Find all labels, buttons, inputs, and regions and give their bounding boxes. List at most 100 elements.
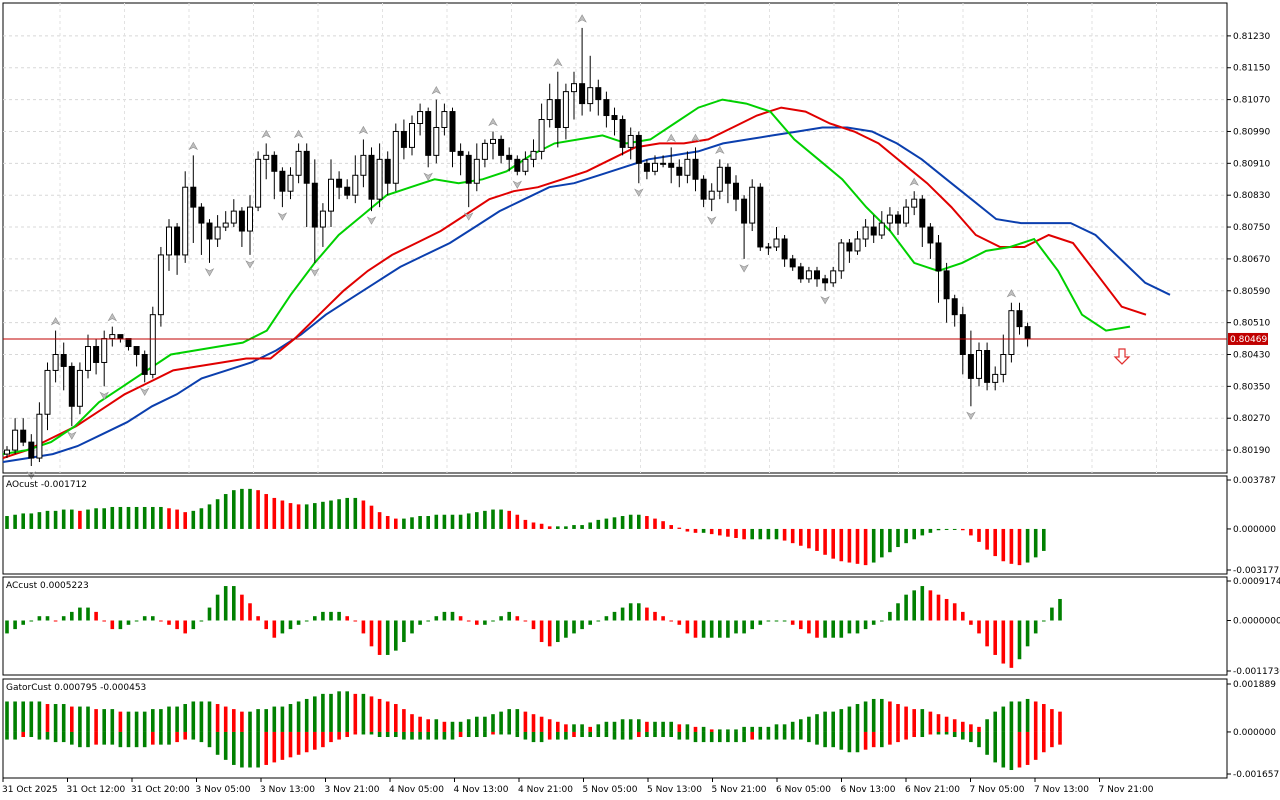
ac-indicator-panel[interactable]: ACcust 0.0005223 0.0009174 0.0000000 -0.00… xyxy=(2,576,1280,677)
histogram-bar-down xyxy=(402,709,406,732)
histogram-bar-up xyxy=(1025,698,1030,732)
histogram-bar-up xyxy=(402,620,406,643)
fractal-down-icon xyxy=(739,264,749,273)
histogram-bar-up xyxy=(952,528,957,530)
histogram-bar-up xyxy=(118,620,123,630)
histogram-bar-up xyxy=(782,724,787,732)
histogram-bar-up xyxy=(78,731,82,748)
histogram-bar-down xyxy=(78,510,82,529)
time-tick-label: 6 Nov 21:00 xyxy=(905,785,960,795)
time-tick-label: 4 Nov 21:00 xyxy=(518,785,573,795)
histogram-bar-up xyxy=(377,731,382,738)
histogram-bar-up xyxy=(766,726,771,732)
gator-indicator-title: GatorCust 0.000795 -0.000453 xyxy=(6,683,146,693)
bearish-candle xyxy=(959,314,966,356)
histogram-bar-down xyxy=(264,620,268,630)
bullish-candle xyxy=(862,226,869,240)
histogram-bar-down xyxy=(912,731,916,738)
histogram-bar-down xyxy=(1033,701,1038,732)
histogram-bar-down xyxy=(321,731,325,748)
histogram-bar-down xyxy=(588,726,592,732)
histogram-bar-down xyxy=(896,704,900,732)
histogram-bar-up xyxy=(628,719,633,732)
bullish-candle xyxy=(530,150,537,160)
histogram-bar-down xyxy=(345,616,349,621)
histogram-bar-up xyxy=(13,731,17,740)
histogram-bar-up xyxy=(718,729,722,732)
bearish-candle xyxy=(984,350,991,383)
histogram-bar-up xyxy=(288,704,293,732)
histogram-bar-up xyxy=(499,616,503,621)
indicator-tick-label: -0.001657 xyxy=(1233,770,1279,780)
histogram-bar-up xyxy=(402,518,406,529)
histogram-bar-up xyxy=(742,731,746,743)
histogram-bar-down xyxy=(904,706,908,732)
gator-indicator-panel[interactable]: GatorCust 0.000795 -0.000453 0.0018890.0… xyxy=(2,678,1279,780)
histogram-bar-up xyxy=(134,506,139,529)
bearish-candle xyxy=(846,242,853,252)
histogram-bar-up xyxy=(191,731,196,740)
time-tick-label: 7 Nov 21:00 xyxy=(1099,785,1154,795)
histogram-bar-up xyxy=(572,525,576,529)
histogram-bar-up xyxy=(701,726,706,732)
histogram-bar-up xyxy=(628,731,633,740)
histogram-bar-up xyxy=(734,620,738,634)
bearish-candle xyxy=(28,441,35,459)
bullish-candle xyxy=(886,214,893,224)
histogram-bar-up xyxy=(458,514,463,529)
histogram-bar-down xyxy=(21,731,25,738)
bearish-candle xyxy=(668,162,675,168)
histogram-bar-down xyxy=(296,504,301,529)
fractal-up-icon xyxy=(1006,289,1017,298)
histogram-bar-up xyxy=(475,716,479,732)
histogram-bar-up xyxy=(61,509,66,529)
histogram-bar-down xyxy=(977,528,981,542)
histogram-bar-up xyxy=(661,731,665,738)
bearish-candle xyxy=(125,338,132,348)
fractal-down-icon xyxy=(512,180,523,189)
ao-indicator-title: AOcust -0.001712 xyxy=(6,480,87,490)
price-tick-label: 0.81070 xyxy=(1233,96,1270,106)
histogram-bar-up xyxy=(337,611,341,621)
bearish-candle xyxy=(1024,326,1031,340)
bullish-candle xyxy=(830,270,837,284)
histogram-bar-up xyxy=(701,528,706,533)
bullish-candle xyxy=(352,174,359,196)
histogram-bar-up xyxy=(1009,731,1014,771)
bearish-candle xyxy=(935,242,942,272)
bullish-candle xyxy=(716,166,723,192)
histogram-bar-down xyxy=(645,607,649,621)
histogram-bar-up xyxy=(685,724,690,732)
ao-indicator-panel[interactable]: AOcust -0.001712 0.003787 0.000000 -0.0031… xyxy=(2,475,1279,576)
histogram-bar-up xyxy=(612,611,617,621)
histogram-bar-down xyxy=(70,706,74,732)
histogram-bar-up xyxy=(637,603,641,621)
histogram-bar-up xyxy=(442,611,447,621)
histogram-bar-down xyxy=(952,603,957,621)
time-tick-label: 4 Nov 13:00 xyxy=(454,785,509,795)
histogram-bar-up xyxy=(86,509,90,529)
histogram-bar-down xyxy=(264,494,268,529)
histogram-bar-up xyxy=(434,514,439,529)
histogram-bar-down xyxy=(718,528,722,536)
ac-panel-frame xyxy=(2,576,1228,676)
histogram-bar-up xyxy=(313,696,317,732)
histogram-bar-up xyxy=(21,513,25,529)
price-panel[interactable]: 0.81230 0.81150 0.81070 0.80990 0.80910 0.808… xyxy=(2,2,1270,480)
histogram-bar-down xyxy=(790,620,795,625)
histogram-bar-up xyxy=(483,620,487,625)
histogram-bar-down xyxy=(175,731,179,743)
bullish-candle xyxy=(149,314,156,375)
histogram-bar-down xyxy=(288,503,293,529)
histogram-bar-up xyxy=(385,731,390,738)
histogram-bar-up xyxy=(475,731,479,738)
histogram-bar-up xyxy=(434,719,439,732)
histogram-bar-up xyxy=(944,528,949,530)
histogram-bar-down xyxy=(1050,731,1054,748)
histogram-bar-down xyxy=(240,711,244,732)
histogram-bar-down xyxy=(807,620,811,634)
histogram-bar-down xyxy=(183,512,187,529)
histogram-bar-up xyxy=(483,510,487,529)
histogram-bar-up xyxy=(604,731,609,738)
